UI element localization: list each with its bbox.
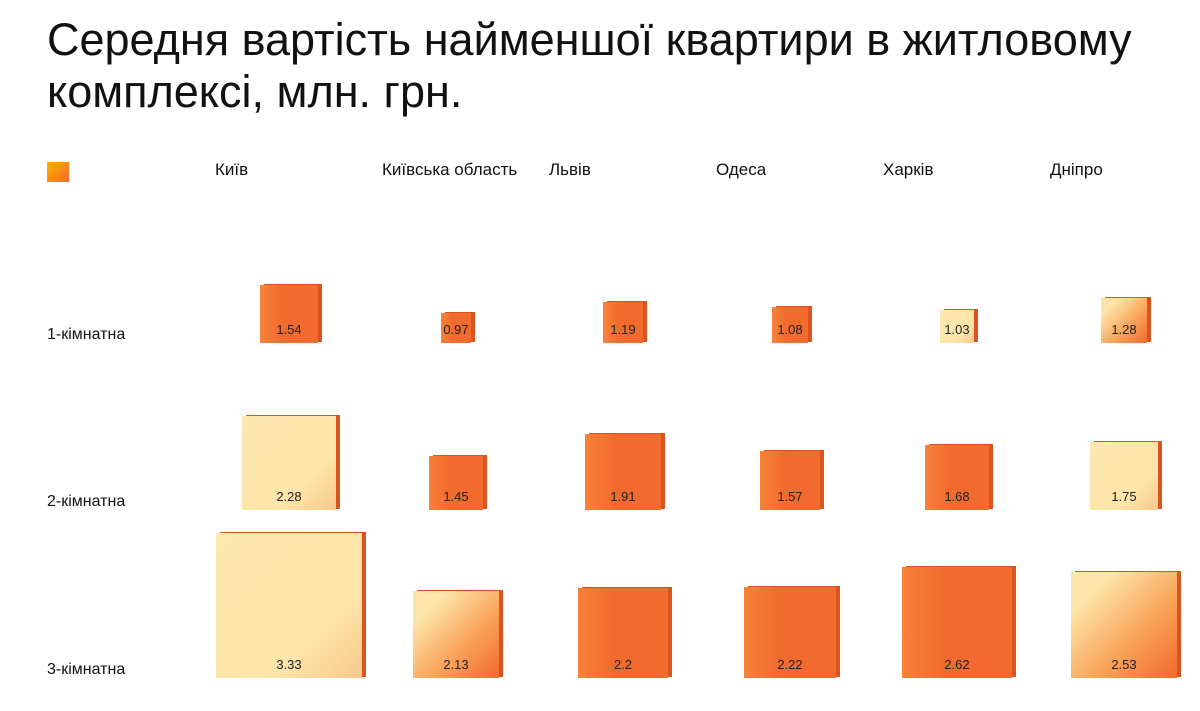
value-square: 2.22 — [744, 586, 836, 678]
value-square: 1.45 — [429, 456, 483, 510]
value-square: 1.54 — [260, 285, 318, 343]
data-label: 0.97 — [443, 321, 469, 337]
value-square: 2.28 — [241, 415, 336, 510]
column-header: Київ — [215, 160, 249, 179]
column-header: Дніпро — [1050, 160, 1103, 179]
value-square: 1.91 — [584, 433, 661, 510]
data-label: 1.19 — [610, 321, 636, 337]
value-square: 2.53 — [1070, 571, 1178, 678]
value-square: 2.2 — [577, 587, 669, 678]
row-header: 2-кімнатна — [47, 493, 126, 510]
data-label: 1.54 — [276, 321, 302, 337]
column-header: Одеса — [716, 160, 767, 179]
data-label: 2.22 — [777, 656, 803, 672]
value-square: 1.68 — [924, 445, 990, 510]
data-label: 2.2 — [613, 656, 633, 672]
chart-title: Середня вартість найменшої квартири в жи… — [47, 14, 1132, 117]
column-header: Львів — [549, 160, 591, 179]
data-label: 1.57 — [777, 488, 803, 504]
row-header: 3-кімнатна — [47, 661, 126, 678]
value-square: 1.57 — [760, 450, 820, 510]
value-square: 0.97 — [440, 312, 472, 343]
value-square: 1.19 — [602, 302, 644, 343]
value-square: 1.08 — [772, 307, 808, 343]
legend-swatch — [47, 162, 69, 182]
data-label: 1.68 — [944, 488, 970, 504]
value-square: 1.03 — [940, 309, 974, 343]
value-square: 2.62 — [901, 567, 1013, 678]
data-label: 1.75 — [1111, 488, 1137, 504]
data-label: 1.08 — [777, 321, 803, 337]
data-label: 2.28 — [276, 488, 302, 504]
data-label: 2.13 — [443, 656, 469, 672]
data-label: 1.28 — [1111, 321, 1137, 337]
data-label: 3.33 — [276, 656, 302, 672]
value-square: 1.28 — [1101, 297, 1147, 343]
column-header: Харків — [883, 160, 934, 179]
data-label: 1.45 — [443, 488, 469, 504]
value-square: 3.33 — [216, 532, 362, 678]
column-header: Київська область — [382, 160, 518, 179]
row-header: 1-кімнатна — [47, 326, 126, 343]
data-label: 1.03 — [944, 321, 970, 337]
value-square: 1.75 — [1089, 441, 1159, 510]
value-square: 2.13 — [412, 591, 500, 678]
data-label: 2.62 — [944, 656, 970, 672]
data-label: 2.53 — [1111, 656, 1137, 672]
data-label: 1.91 — [610, 488, 636, 504]
